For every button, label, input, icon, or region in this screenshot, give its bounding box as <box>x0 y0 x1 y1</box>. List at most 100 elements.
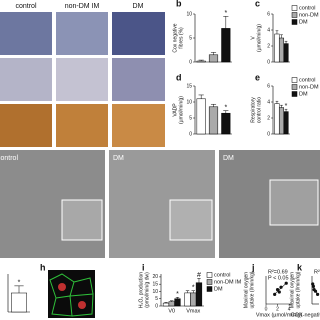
legend-swatch <box>291 12 298 18</box>
legend-label: DM <box>299 91 308 97</box>
y-tick-label: 4 <box>267 99 270 105</box>
fibre-stain <box>78 301 86 309</box>
bar <box>274 103 280 135</box>
image <box>56 58 108 101</box>
image <box>0 58 52 101</box>
panel-letter: c <box>255 0 260 8</box>
bar <box>278 37 285 63</box>
bar <box>174 298 181 307</box>
point <box>279 285 283 289</box>
error-bar <box>210 52 217 55</box>
y-axis-label: Maximal oxygen <box>243 272 249 308</box>
y-axis-label: (pmol/min/g dw) <box>144 272 150 308</box>
bar <box>11 292 27 313</box>
annotation: * <box>192 285 195 292</box>
x-axis-label: Vmax (µmol/min/g) <box>256 312 302 318</box>
bar <box>196 98 206 135</box>
y-axis-label: uptake (l/min/kg) <box>249 271 255 308</box>
legend-label: DM <box>299 19 308 25</box>
image <box>56 104 108 147</box>
bar <box>208 106 219 135</box>
panel-letter: d <box>176 72 182 82</box>
legend-swatch <box>291 19 298 25</box>
image <box>112 12 165 55</box>
image-label: DM <box>113 155 124 162</box>
annotation: * <box>18 280 21 287</box>
annotation: * <box>176 291 179 298</box>
legend-label: DM <box>214 286 223 292</box>
y-tick-label: 15 <box>152 282 158 288</box>
error-bar <box>284 40 288 44</box>
y-axis-label: control ratio <box>256 97 262 123</box>
y-axis-label: Cox negative <box>172 23 178 52</box>
point <box>311 282 315 286</box>
y-tick-label: 20 <box>152 274 158 280</box>
y-axis-label: uptake (l/min/kg) <box>295 271 301 308</box>
x-tick-label: 2 <box>276 306 279 312</box>
y-axis-label: Respiratory <box>250 97 256 123</box>
panel-letter: e <box>255 72 260 82</box>
y-axis-label: fibres (%) <box>178 27 184 49</box>
bar <box>190 292 197 307</box>
y-axis-label: V <box>250 36 256 40</box>
image-label: DM <box>223 155 234 162</box>
bar <box>195 282 203 307</box>
fibre-outline <box>49 273 94 317</box>
point <box>284 281 288 285</box>
x-axis-label: COX-negative fibres <box>291 312 320 318</box>
y-tick-label: 10 <box>186 11 192 17</box>
error-bar <box>164 302 168 304</box>
error-bar <box>210 103 217 107</box>
y-tick-label: 2 <box>267 43 270 49</box>
y-tick-label: 0 <box>189 59 192 65</box>
annotation: # <box>197 272 201 279</box>
y-axis-label: (µmol/min/g) <box>178 96 184 124</box>
x-tick-label: 0 <box>265 306 268 312</box>
error-bar <box>170 300 174 302</box>
x-tick-label: V0 <box>168 308 175 314</box>
y-tick-label: 5 <box>189 35 192 41</box>
annotation: R²=0.69 <box>268 269 288 275</box>
y-tick-label: 0 <box>155 303 158 309</box>
y-tick-label: 0 <box>189 131 192 137</box>
bar <box>274 33 280 63</box>
bar <box>162 302 170 307</box>
image-label: control <box>15 3 36 10</box>
error-bar <box>223 110 229 114</box>
panel-letter: b <box>176 0 182 8</box>
point <box>277 290 281 294</box>
bar <box>278 107 285 135</box>
image-label: DM <box>133 3 144 10</box>
legend-swatch <box>291 5 298 11</box>
legend-label: non-DM IM <box>214 279 242 285</box>
legend-swatch <box>206 272 213 278</box>
error-bar <box>191 290 195 293</box>
fibre-stain <box>58 283 66 291</box>
point <box>313 289 318 293</box>
panel-letter: i <box>142 262 145 272</box>
annotation: * <box>224 10 227 17</box>
x-tick-label: Vmax <box>186 308 200 314</box>
bar <box>184 292 191 307</box>
point <box>273 292 277 296</box>
bar <box>283 43 289 63</box>
bar <box>221 112 231 135</box>
y-tick-label: 0 <box>267 131 270 137</box>
panel-letter: h <box>40 262 46 272</box>
inset <box>169 199 213 241</box>
inset <box>269 179 319 226</box>
inset <box>61 199 103 241</box>
y-tick-label: 6 <box>267 83 270 89</box>
x-tick-label: 4 <box>288 306 291 312</box>
image <box>56 12 108 55</box>
error-bar <box>275 30 279 34</box>
image-label: non-DM IM <box>65 3 100 10</box>
error-bar <box>284 108 288 112</box>
bar <box>221 28 231 63</box>
bar <box>196 60 206 63</box>
annotation: R²= <box>314 269 320 275</box>
error-bar <box>197 278 201 283</box>
error-bar <box>280 104 283 108</box>
error-bar <box>198 94 204 99</box>
